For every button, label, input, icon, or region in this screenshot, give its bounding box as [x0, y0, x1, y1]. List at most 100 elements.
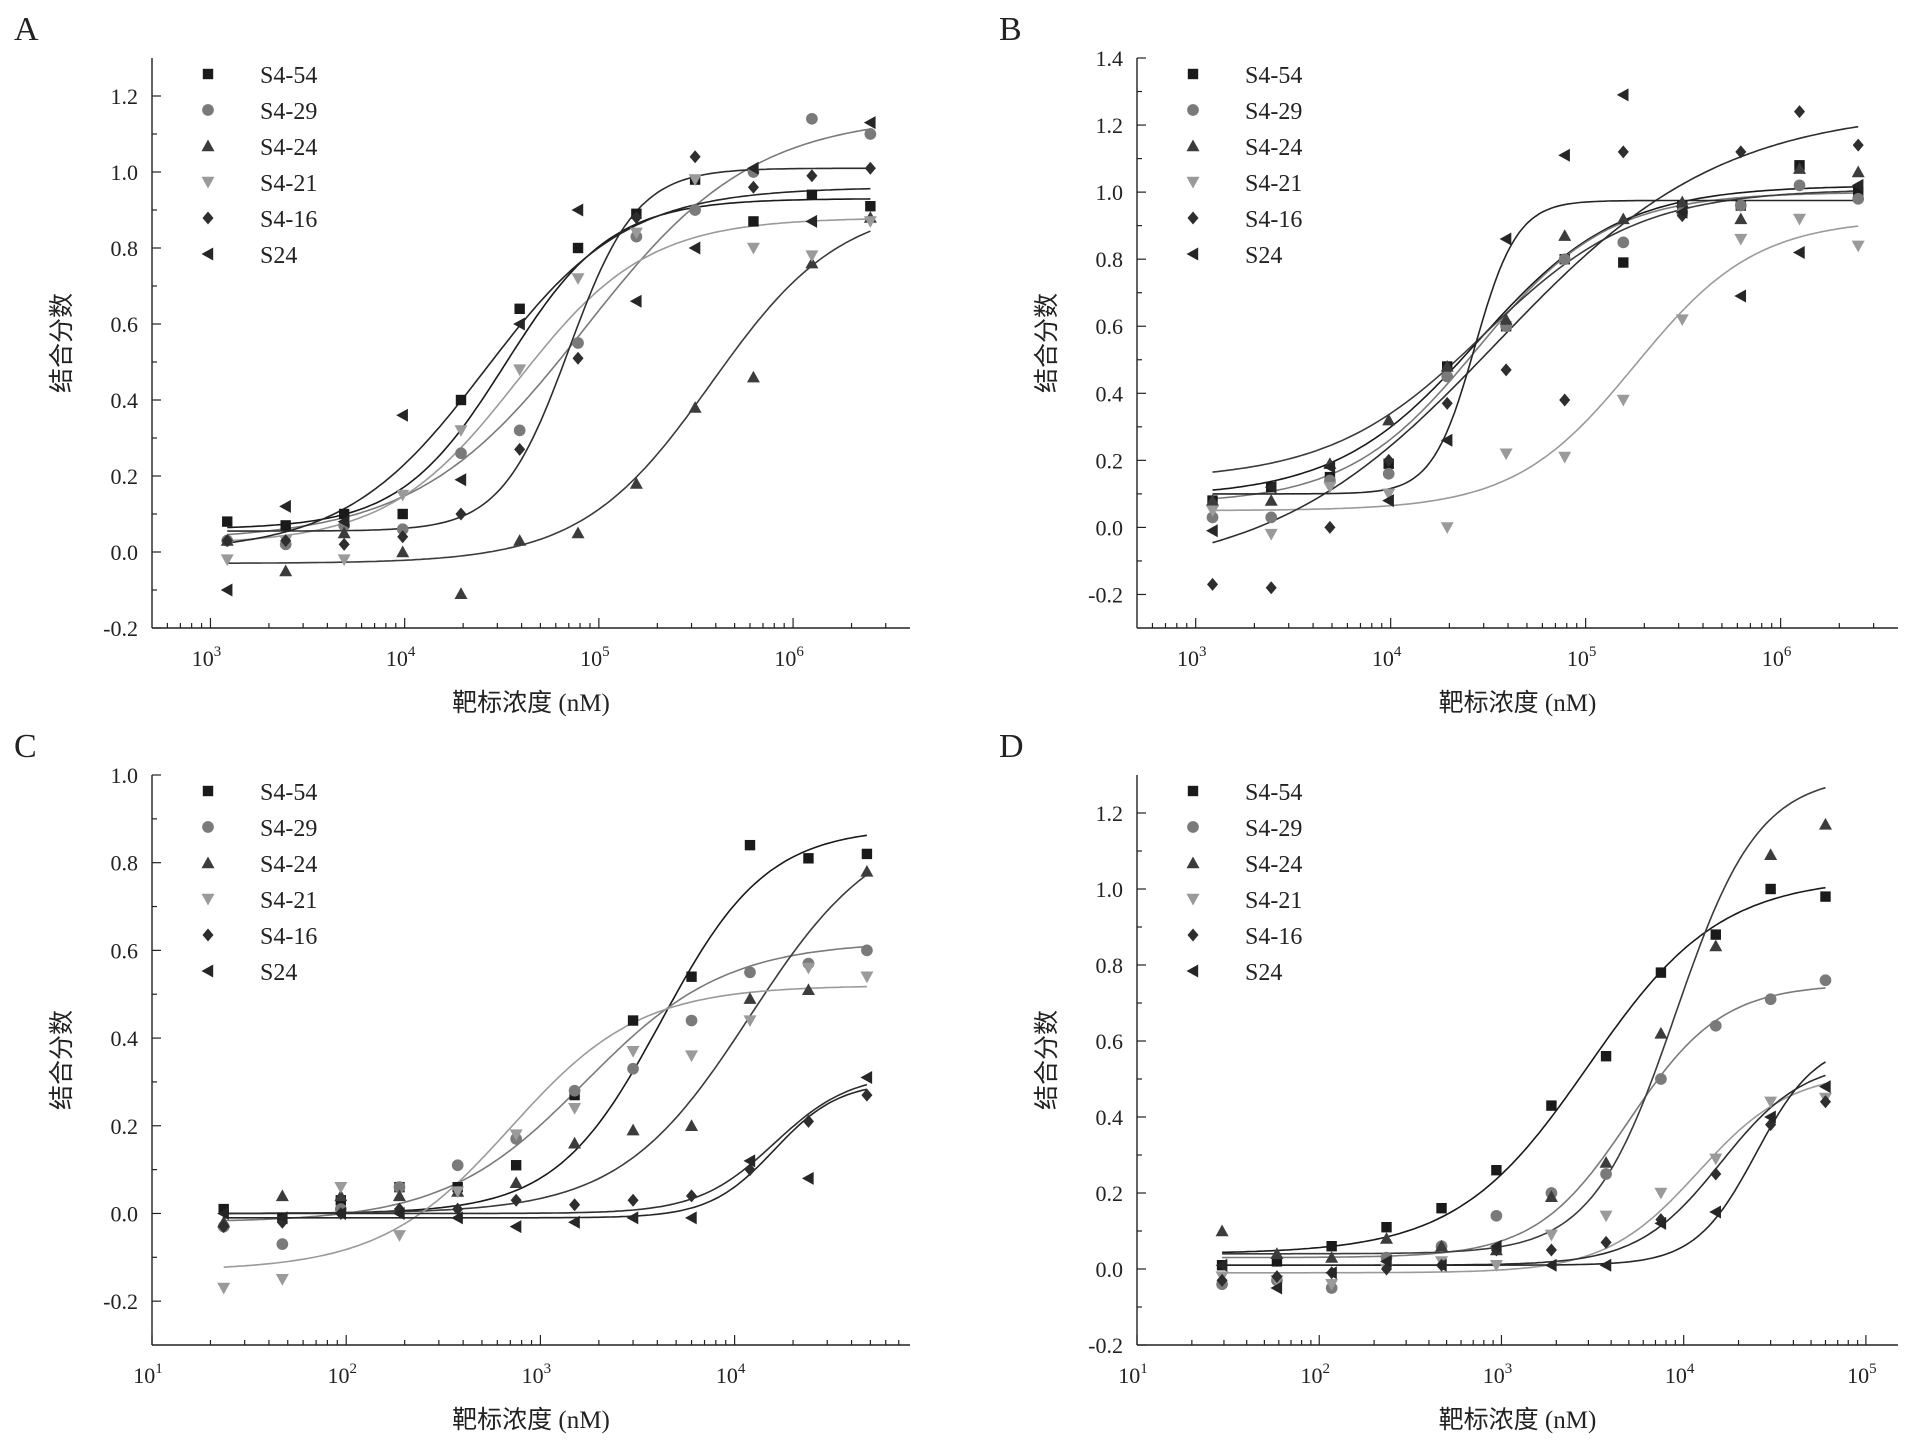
y-tick-label: 1.2	[1096, 113, 1124, 138]
y-tick-label: -0.2	[1088, 582, 1123, 607]
data-point-s4-24	[629, 477, 643, 489]
data-point-s4-54	[338, 508, 350, 520]
legend-marker-s4-29	[202, 104, 214, 116]
data-point-s24	[1270, 1281, 1283, 1295]
y-tick-label: 0.6	[111, 312, 139, 337]
fit-curve-s24	[223, 1088, 868, 1219]
x-tick-exponent: 3	[1505, 1361, 1513, 1377]
x-tick-base: 10	[327, 1363, 349, 1388]
data-point-s4-21	[220, 554, 234, 567]
data-point-s4-21	[454, 425, 468, 437]
data-point-s24	[334, 1206, 347, 1220]
data-point-s4-24	[571, 526, 585, 539]
legend-label: S24	[1245, 960, 1282, 986]
data-point-s24	[860, 1071, 873, 1085]
data-point-s4-54	[514, 303, 525, 314]
data-point-s4-29	[1600, 1168, 1612, 1180]
data-point-s4-54	[1381, 1222, 1392, 1233]
legend-label: S4-21	[1245, 888, 1302, 914]
legend-label: S4-24	[260, 852, 317, 878]
x-tick-label: 101	[1118, 1361, 1148, 1388]
data-point-s4-24	[396, 545, 410, 558]
data-point-s4-54	[1491, 1165, 1502, 1176]
data-point-s4-24	[1380, 1232, 1394, 1244]
data-point-s4-54	[627, 1015, 639, 1026]
data-point-s4-21	[1499, 448, 1513, 461]
data-point-s4-16	[455, 507, 467, 521]
data-point-s4-54	[222, 516, 233, 527]
x-tick-exponent: 6	[796, 644, 804, 660]
x-tick-label: 106	[774, 644, 804, 671]
data-point-s24	[863, 116, 876, 130]
legend-label: S4-54	[260, 780, 317, 806]
x-tick-exponent: 4	[1687, 1361, 1695, 1377]
panel-letter: C	[14, 728, 37, 765]
data-point-s4-16	[1617, 145, 1629, 159]
y-tick-label: 0.8	[111, 236, 139, 261]
legend-marker-s24	[1186, 247, 1199, 261]
data-point-s4-16	[744, 1163, 756, 1177]
data-point-s4-24	[1206, 494, 1220, 506]
data-point-s4-29	[861, 944, 873, 957]
data-point-s4-21	[1709, 1153, 1723, 1166]
data-point-s4-24	[1558, 229, 1572, 241]
data-point-s24	[451, 1211, 463, 1225]
x-tick-base: 10	[1177, 646, 1199, 671]
legend-label: S4-29	[260, 816, 317, 842]
y-tick-label: 0.2	[111, 1114, 139, 1139]
x-tick-exponent: 1	[155, 1361, 163, 1377]
data-point-s4-29	[1709, 1019, 1722, 1032]
data-point-s4-29	[451, 1159, 464, 1172]
data-point-s4-16	[569, 1198, 581, 1212]
x-tick-label: 105	[1847, 1361, 1877, 1388]
legend-marker-s24	[201, 247, 214, 261]
x-tick-base: 10	[1567, 646, 1589, 671]
x-tick-exponent: 4	[738, 1361, 746, 1377]
data-point-s4-16	[1545, 1243, 1557, 1257]
legend-label: S4-29	[1245, 816, 1302, 842]
data-point-s4-54	[1271, 1256, 1283, 1267]
data-point-s4-21	[1544, 1229, 1558, 1242]
fit-curve-s4-16	[227, 167, 871, 532]
data-point-s4-16	[397, 530, 409, 544]
y-tick-label: 0.8	[1096, 953, 1124, 978]
legend-marker-s4-24	[201, 139, 215, 152]
data-point-s24	[1380, 1254, 1392, 1268]
legend-marker-s4-24	[1186, 139, 1200, 152]
legend-marker-s4-54	[202, 68, 214, 80]
data-point-s4-54	[861, 848, 873, 860]
data-point-s4-24	[454, 587, 468, 599]
x-tick-base: 10	[1665, 1363, 1687, 1388]
y-tick-label: 0.2	[1096, 448, 1124, 473]
fit-curve-s4-54	[1212, 186, 1859, 491]
y-tick-label: 0.0	[1096, 515, 1124, 540]
x-tick-exponent: 4	[1394, 644, 1402, 660]
data-point-s4-16	[1765, 1118, 1777, 1132]
data-point-s4-54	[1436, 1203, 1447, 1214]
data-point-s24	[392, 1206, 405, 1220]
data-point-s24	[568, 1215, 580, 1229]
data-point-s4-21	[1325, 1279, 1339, 1291]
y-tick-label: 0.0	[111, 1201, 139, 1226]
data-point-s4-29	[276, 1238, 289, 1251]
x-tick-base: 10	[133, 1363, 155, 1388]
data-point-s4-54	[572, 242, 584, 254]
x-tick-base: 10	[386, 646, 408, 671]
y-axis-title: 结合分数	[48, 293, 76, 393]
data-point-s4-29	[1764, 993, 1777, 1006]
legend-marker-s4-16	[1187, 211, 1199, 225]
x-tick-label: 101	[133, 1361, 163, 1388]
panel-letter: A	[14, 11, 39, 48]
data-point-s4-24	[275, 1189, 289, 1202]
data-point-s4-54	[1326, 1241, 1337, 1252]
legend-label: S4-16	[1245, 924, 1302, 950]
data-point-s24	[275, 1211, 288, 1225]
legend-label: S4-21	[260, 888, 317, 914]
data-point-s4-24	[1734, 212, 1748, 225]
x-tick-exponent: 2	[349, 1361, 357, 1377]
fit-curve-s4-54	[1222, 886, 1826, 1254]
fit-curve-s4-21	[223, 985, 867, 1268]
y-tick-label: 0.2	[111, 464, 139, 489]
data-point-s24	[688, 241, 701, 255]
data-point-s4-21	[275, 1274, 289, 1286]
